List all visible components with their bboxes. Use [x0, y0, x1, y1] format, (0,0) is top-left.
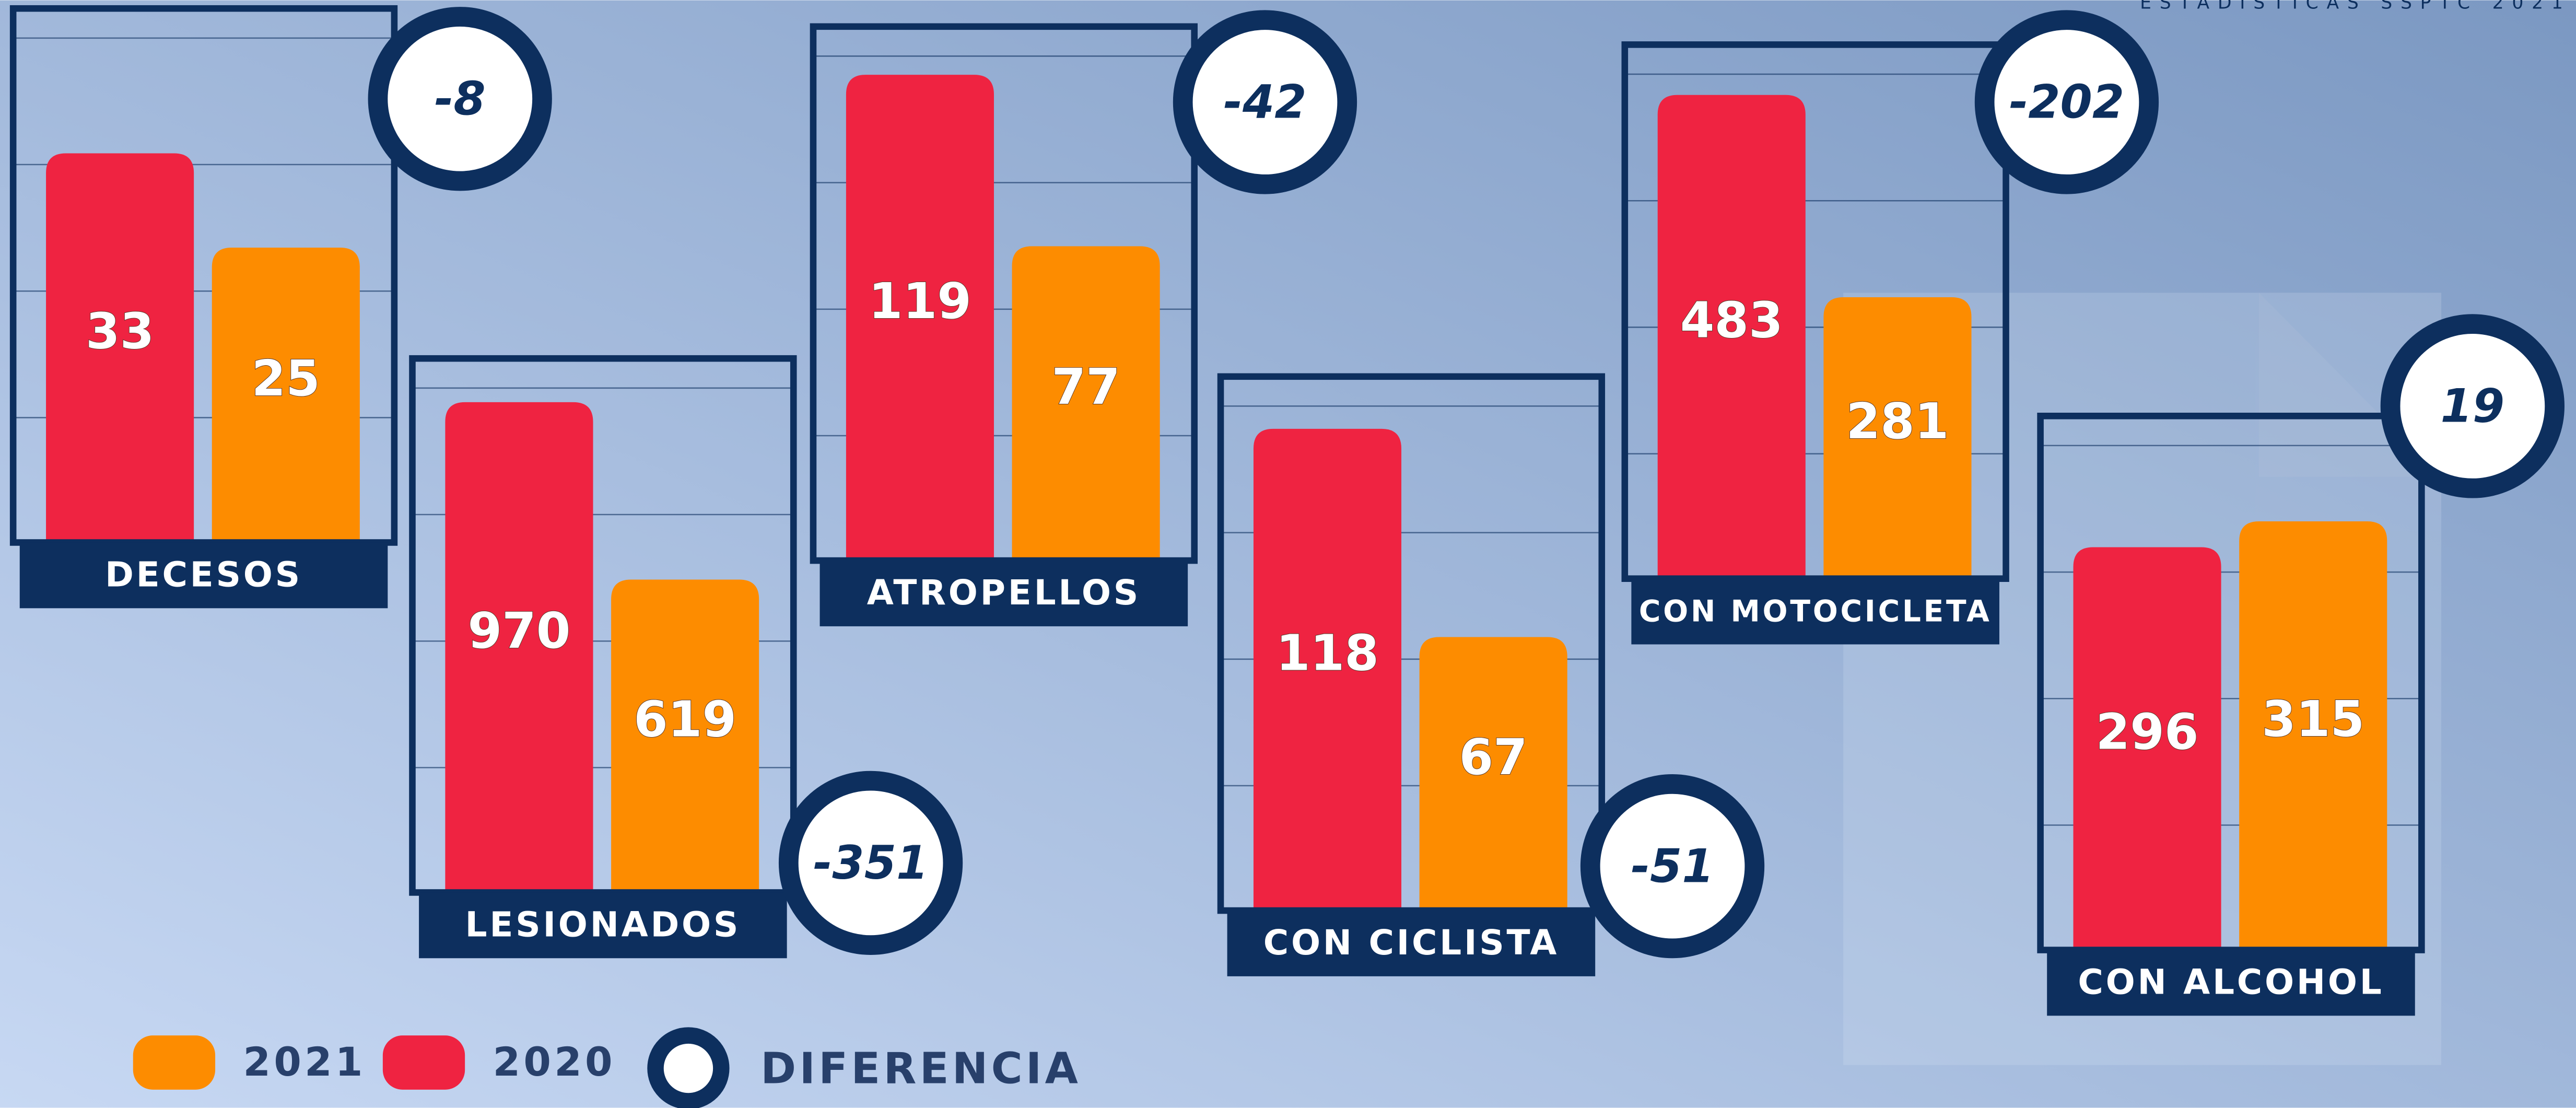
- data-label: 483: [1680, 291, 1783, 349]
- chart-title: LESIONADOS: [465, 905, 741, 945]
- data-label: 296: [2096, 704, 2199, 761]
- data-label: 970: [467, 602, 570, 660]
- data-label: 118: [1276, 625, 1379, 682]
- page: ESTADÍSTICAS SSPTC 2021 33 25 DECESOS -8 970…: [0, 0, 2576, 1108]
- data-label: 33: [86, 303, 154, 360]
- data-label: 281: [1846, 393, 1949, 450]
- data-label: 25: [252, 350, 320, 407]
- chart-title: CON ALCOHOL: [2078, 962, 2384, 1002]
- chart-title: CON CICLISTA: [1263, 923, 1559, 963]
- data-label: 315: [2262, 691, 2364, 748]
- difference-label: -42: [1223, 75, 1306, 129]
- difference-label: 19: [2441, 379, 2505, 433]
- difference-label: -51: [1631, 839, 1714, 893]
- legend-swatch: [383, 1035, 465, 1090]
- legend-label: 2021: [243, 1039, 366, 1085]
- source: ESTADÍSTICAS SSPTC 2021: [2140, 0, 2571, 13]
- data-label: 77: [1051, 358, 1120, 416]
- chart-title: ATROPELLOS: [867, 573, 1141, 613]
- data-label: 619: [634, 691, 736, 749]
- chart-title: DECESOS: [105, 555, 302, 595]
- difference-label: -351: [813, 836, 928, 890]
- difference-label: -8: [435, 72, 486, 125]
- legend-circle: [655, 1035, 721, 1101]
- data-label: 67: [1459, 729, 1528, 786]
- legend-label: DIFERENCIA: [760, 1044, 1081, 1094]
- difference-label: -202: [2009, 75, 2124, 129]
- data-label: 119: [869, 273, 971, 330]
- chart-title: CON MOTOCICLETA: [1639, 594, 1992, 628]
- infographic: ESTADÍSTICAS SSPTC 2021 33 25 DECESOS -8 970…: [0, 0, 2576, 1108]
- legend-label: 2020: [493, 1039, 616, 1085]
- legend-swatch: [133, 1035, 215, 1090]
